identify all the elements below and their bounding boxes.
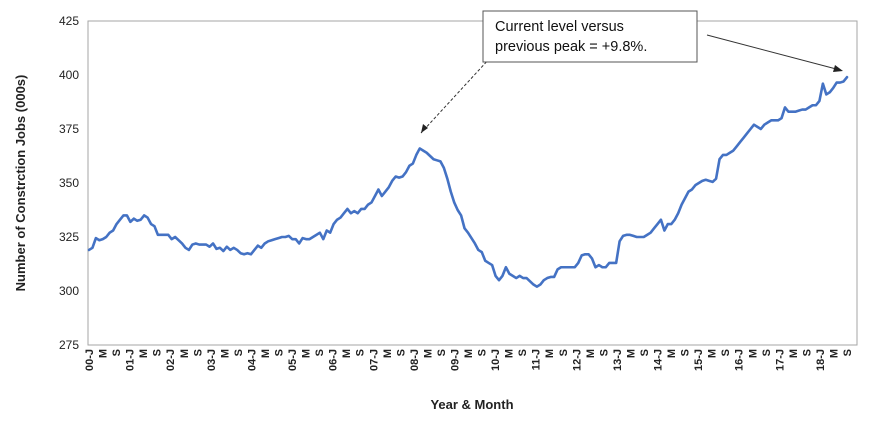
y-tick-label: 275 xyxy=(59,338,79,352)
x-axis-ticks: 00-J M S 01-J M S 02-J M S 03-J M S 04-J M S 05-J M S 06-J… xyxy=(84,349,854,371)
y-tick-label: 325 xyxy=(59,230,79,244)
x-tick-label: 18-J xyxy=(815,349,827,371)
y-tick-label: 425 xyxy=(59,14,79,28)
x-tick-label: M xyxy=(260,349,272,358)
x-tick-label: 00-J xyxy=(84,349,96,371)
x-tick-label: M xyxy=(707,349,719,358)
y-tick-label: 300 xyxy=(59,284,79,298)
x-tick-label: 04-J xyxy=(246,349,258,371)
plot-area xyxy=(87,20,858,346)
x-tick-label: M xyxy=(422,349,434,358)
x-tick-label: S xyxy=(517,349,529,356)
y-axis-ticks: 275 300 325 350 375 400 425 xyxy=(59,14,79,352)
x-tick-label: 11-J xyxy=(531,349,543,370)
x-tick-label: M xyxy=(301,349,313,358)
x-tick-label: S xyxy=(720,349,732,356)
annotation-arrowhead-previous-peak xyxy=(421,124,428,133)
x-tick-label: 12-J xyxy=(571,349,583,371)
x-tick-label: 14-J xyxy=(653,349,665,371)
x-tick-label: S xyxy=(801,349,813,356)
x-tick-label: M xyxy=(625,349,637,358)
x-tick-label: S xyxy=(233,349,245,356)
x-tick-label: 01-J xyxy=(125,349,137,371)
x-tick-label: S xyxy=(192,349,204,356)
annotation-arrow-previous-peak xyxy=(420,57,491,134)
x-tick-label: S xyxy=(558,349,570,356)
x-tick-label: 16-J xyxy=(734,349,746,371)
x-tick-label: 10-J xyxy=(490,349,502,371)
series-line-construction-jobs xyxy=(87,75,849,288)
annotation-box xyxy=(482,10,698,63)
x-tick-label: M xyxy=(544,349,556,358)
x-tick-label: M xyxy=(828,349,840,358)
x-tick-label: S xyxy=(355,349,367,356)
x-tick-label: 08-J xyxy=(409,349,421,371)
x-tick-label: M xyxy=(179,349,191,358)
x-tick-label: 06-J xyxy=(328,349,340,371)
x-tick-label: M xyxy=(666,349,678,358)
x-tick-label: 03-J xyxy=(206,349,218,371)
y-tick-label: 400 xyxy=(59,68,79,82)
annotation-arrow-current-level xyxy=(706,34,841,71)
x-tick-label: M xyxy=(788,349,800,358)
x-tick-label: M xyxy=(382,349,394,358)
x-tick-label: S xyxy=(842,349,854,356)
x-tick-label: 02-J xyxy=(165,349,177,371)
x-tick-label: S xyxy=(761,349,773,356)
x-tick-label: M xyxy=(98,349,110,358)
x-tick-label: S xyxy=(639,349,651,356)
x-tick-label: M xyxy=(585,349,597,358)
x-tick-label: 13-J xyxy=(612,349,624,371)
x-tick-label: M xyxy=(463,349,475,358)
x-tick-label: S xyxy=(477,349,489,356)
annotation-line-2: previous peak = +9.8%. xyxy=(495,39,647,55)
x-tick-label: S xyxy=(598,349,610,356)
x-tick-label: M xyxy=(504,349,516,358)
x-tick-label: 07-J xyxy=(368,349,380,371)
x-tick-label: S xyxy=(314,349,326,356)
y-tick-label: 350 xyxy=(59,176,79,190)
x-tick-label: 17-J xyxy=(774,349,786,371)
x-tick-label: M xyxy=(219,349,231,358)
x-tick-label: S xyxy=(680,349,692,356)
annotation-arrowhead-current-level xyxy=(833,65,843,72)
y-axis-title: Number of Constrction Jobs (000s) xyxy=(13,75,28,292)
x-tick-label: M xyxy=(747,349,759,358)
x-tick-label: 05-J xyxy=(287,349,299,371)
x-tick-label: S xyxy=(274,349,286,356)
x-tick-label: M xyxy=(138,349,150,358)
x-tick-label: S xyxy=(436,349,448,356)
x-tick-label: S xyxy=(395,349,407,356)
x-tick-label: 15-J xyxy=(693,349,705,371)
annotation-line-1: Current level versus xyxy=(495,19,624,35)
x-axis-title: Year & Month xyxy=(430,397,513,412)
y-tick-label: 375 xyxy=(59,122,79,136)
x-tick-label: M xyxy=(341,349,353,358)
x-tick-label: S xyxy=(152,349,164,356)
x-tick-label: S xyxy=(111,349,123,356)
x-tick-label: 09-J xyxy=(449,349,461,371)
